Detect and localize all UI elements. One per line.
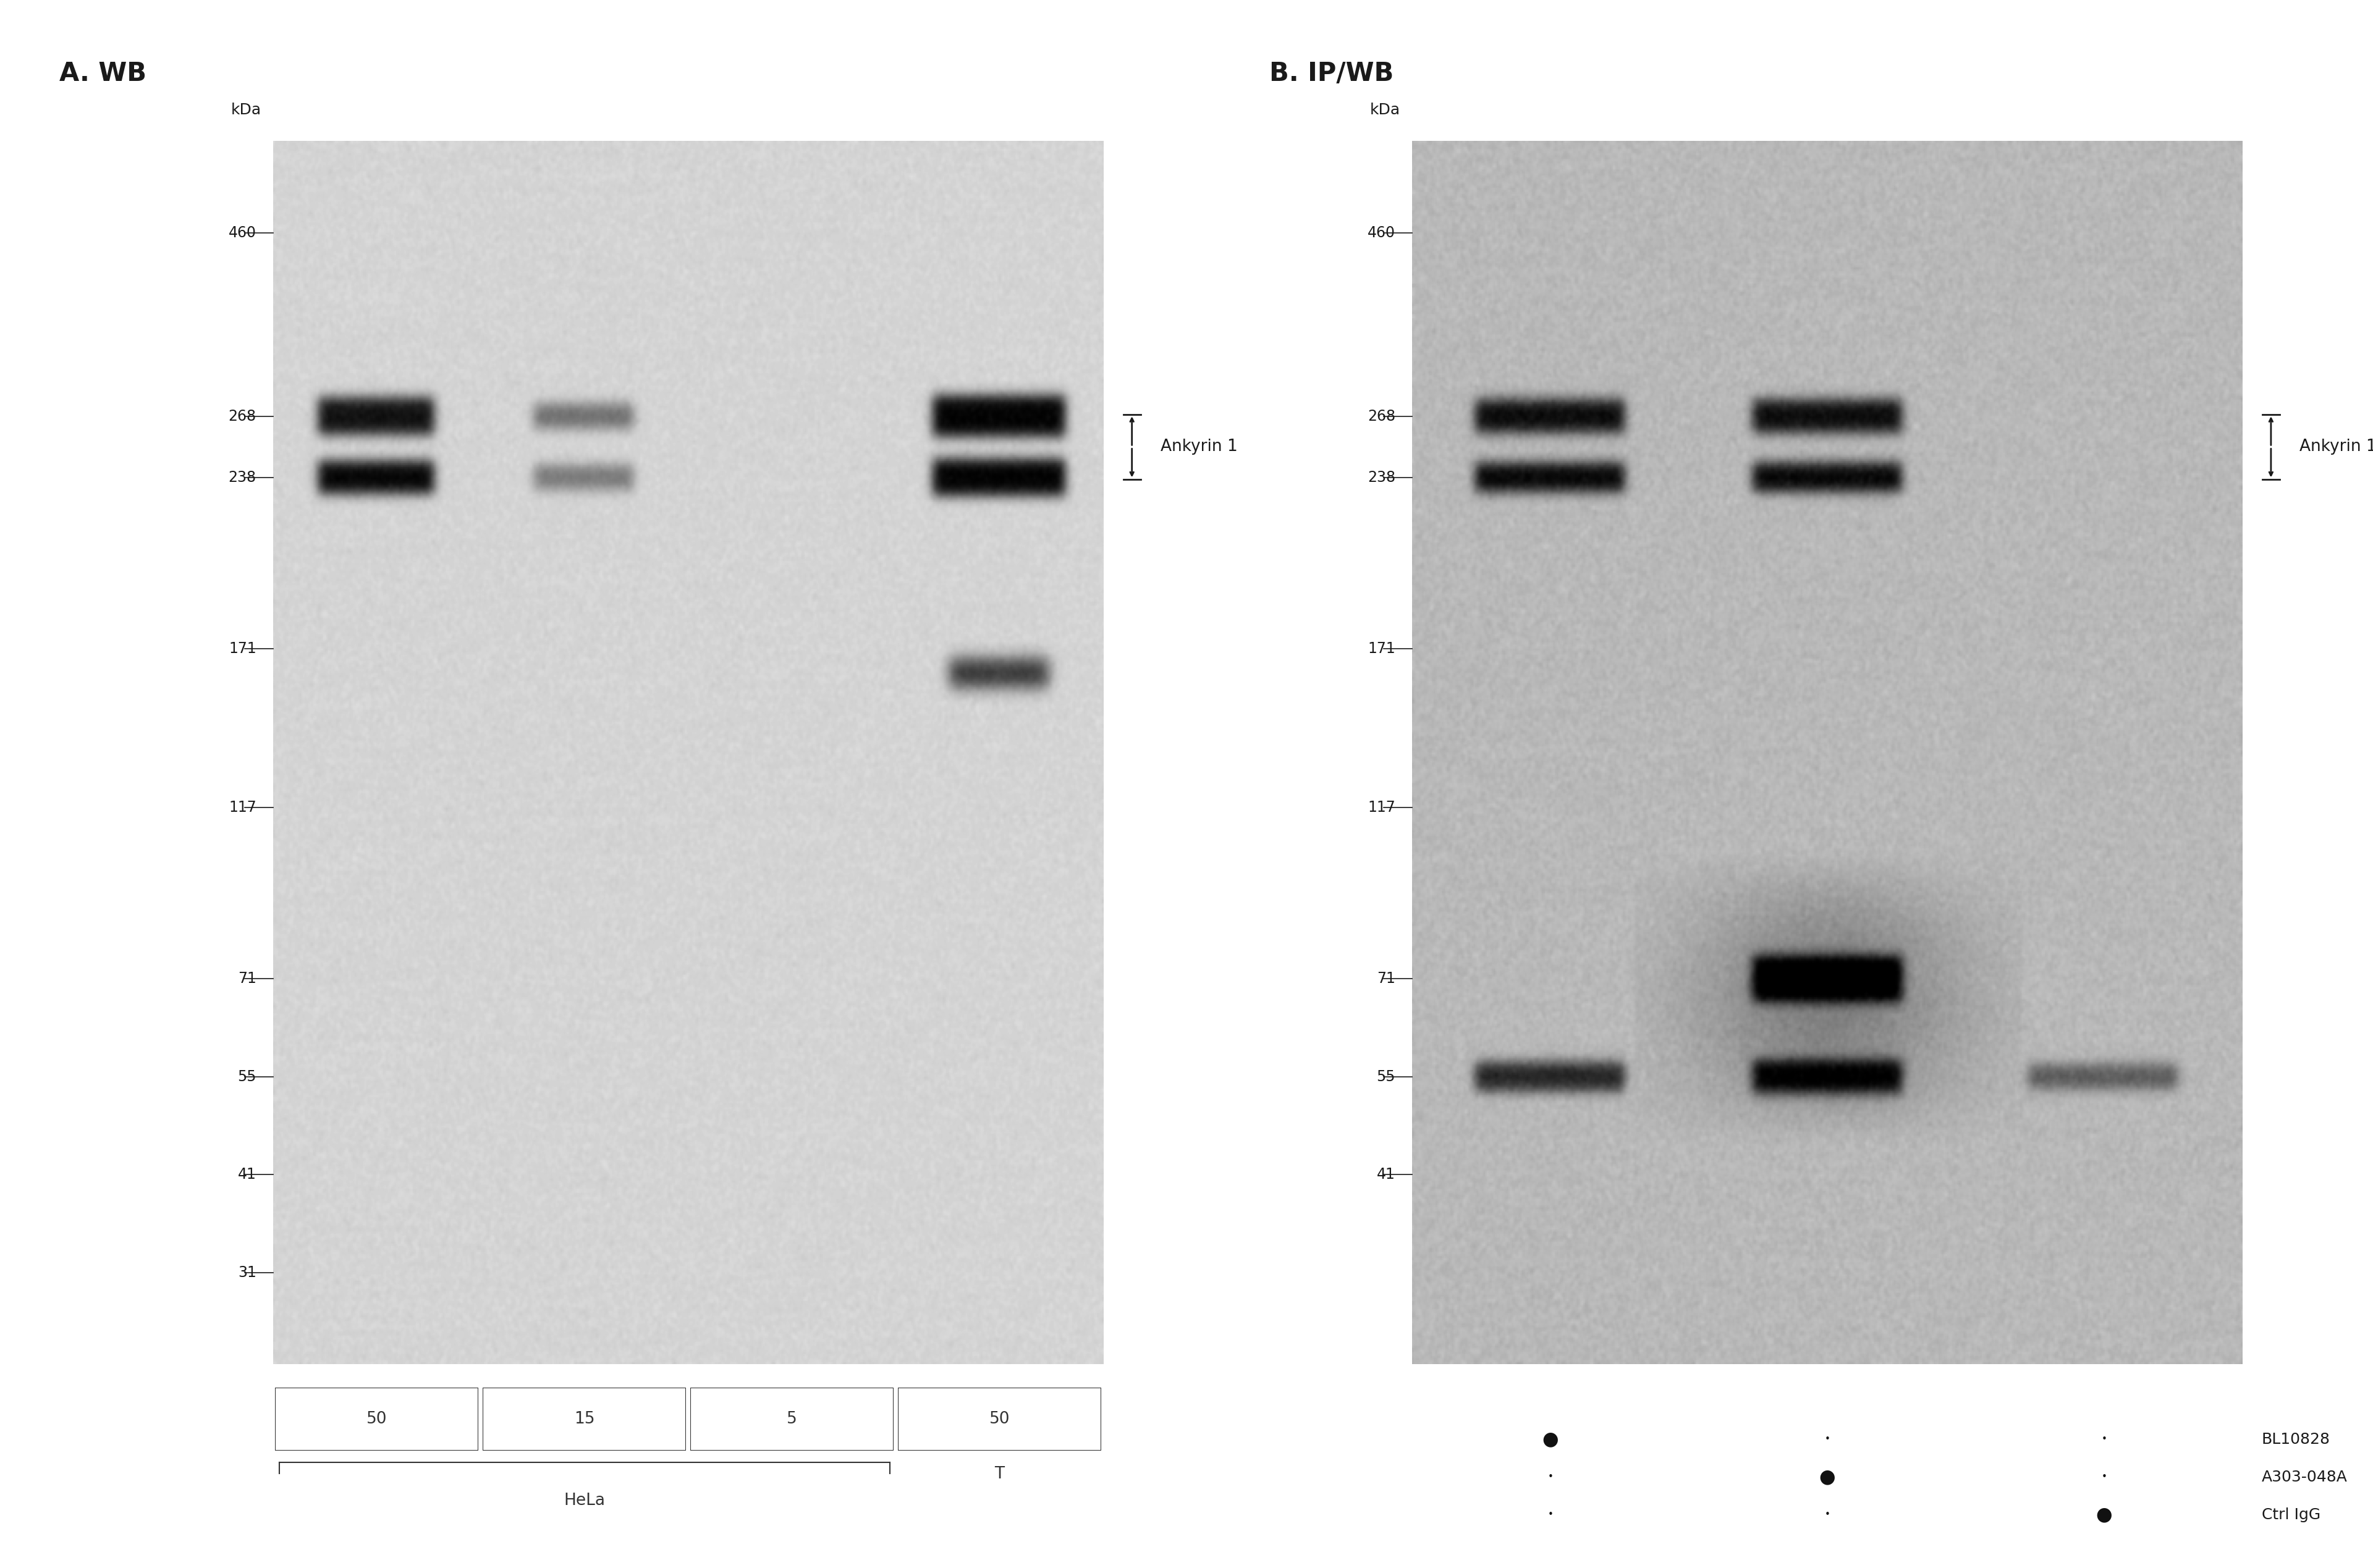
Text: •: • xyxy=(1547,1510,1552,1519)
Text: 117: 117 xyxy=(1367,800,1395,815)
Text: •: • xyxy=(1825,1510,1830,1519)
Text: 41: 41 xyxy=(237,1167,256,1182)
Text: A303-048A: A303-048A xyxy=(2261,1469,2347,1485)
Text: 41: 41 xyxy=(1376,1167,1395,1182)
Text: 55: 55 xyxy=(1376,1069,1395,1083)
Text: A. WB: A. WB xyxy=(59,60,147,86)
Text: kDa: kDa xyxy=(1369,103,1400,118)
Text: 268: 268 xyxy=(228,409,256,423)
Text: •: • xyxy=(2102,1435,2107,1444)
Text: T: T xyxy=(994,1466,1004,1482)
Text: ●: ● xyxy=(1542,1430,1559,1449)
Text: Ctrl IgG: Ctrl IgG xyxy=(2261,1507,2321,1523)
Text: 55: 55 xyxy=(237,1069,256,1083)
Text: 238: 238 xyxy=(228,470,256,485)
Text: 50: 50 xyxy=(990,1411,1011,1427)
Text: 31: 31 xyxy=(237,1265,256,1279)
Text: ●: ● xyxy=(1820,1468,1834,1486)
Text: •: • xyxy=(2102,1472,2107,1482)
Text: •: • xyxy=(1547,1472,1552,1482)
Text: kDa: kDa xyxy=(230,103,261,118)
Text: HeLa: HeLa xyxy=(565,1493,605,1508)
Text: ●: ● xyxy=(2095,1505,2112,1524)
Text: 15: 15 xyxy=(574,1411,596,1427)
Text: 460: 460 xyxy=(1367,226,1395,240)
Text: 171: 171 xyxy=(228,641,256,655)
Text: Ankyrin 1: Ankyrin 1 xyxy=(2299,439,2373,455)
Text: 117: 117 xyxy=(228,800,256,815)
Text: 171: 171 xyxy=(1367,641,1395,655)
Text: 50: 50 xyxy=(365,1411,387,1427)
Text: 238: 238 xyxy=(1367,470,1395,485)
Text: 71: 71 xyxy=(1376,972,1395,986)
Text: Ankyrin 1: Ankyrin 1 xyxy=(1160,439,1236,455)
Text: 71: 71 xyxy=(237,972,256,986)
Text: •: • xyxy=(1825,1435,1830,1444)
Text: 460: 460 xyxy=(228,226,256,240)
Text: 5: 5 xyxy=(788,1411,797,1427)
Text: 268: 268 xyxy=(1367,409,1395,423)
Text: B. IP/WB: B. IP/WB xyxy=(1270,60,1393,86)
Text: BL10828: BL10828 xyxy=(2261,1432,2330,1447)
